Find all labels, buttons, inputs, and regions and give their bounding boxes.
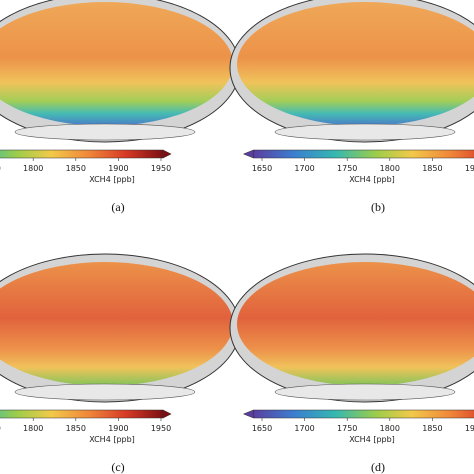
colorbar-label: XCH4 [ppb]	[349, 175, 395, 184]
panel-caption: (b)	[371, 200, 385, 214]
panel-caption: (c)	[111, 460, 124, 474]
colorbar-label: XCH4 [ppb]	[89, 175, 135, 184]
map-data	[237, 262, 474, 386]
colorbar-arrow	[242, 149, 254, 159]
colorbar-tick-label: 1800	[23, 164, 43, 173]
map-antarctica	[14, 123, 196, 141]
colorbar-tick-label: 1650	[252, 424, 272, 433]
colorbar-tick-label: 1950	[151, 164, 171, 173]
map-antarctica	[274, 383, 456, 401]
colorbar-label: XCH4 [ppb]	[89, 435, 135, 444]
colorbar-tick-label: 1800	[380, 164, 400, 173]
colorbar-tick-label: 1700	[294, 164, 314, 173]
colorbar-tick-label: 1900	[108, 164, 128, 173]
colorbar-tick-label: 1850	[66, 164, 86, 173]
colorbar-tick-label: 1750	[337, 424, 357, 433]
colorbar	[0, 409, 164, 419]
colorbar-tick-label: 1900	[465, 424, 474, 433]
colorbar	[253, 409, 474, 419]
map-data	[237, 2, 474, 126]
panel-caption: (a)	[111, 200, 124, 214]
map-data	[0, 2, 233, 126]
colorbar-tick-label: 1950	[151, 424, 171, 433]
map-data	[0, 262, 233, 386]
colorbar-tick-label: 1650	[252, 164, 272, 173]
colorbar-label: XCH4 [ppb]	[349, 435, 395, 444]
colorbar-tick-label: 1750	[0, 424, 1, 433]
colorbar-tick-label: 1900	[108, 424, 128, 433]
colorbar	[253, 149, 474, 159]
colorbar-tick-label: 1750	[337, 164, 357, 173]
panel-caption: (d)	[371, 460, 385, 474]
colorbar-tick-label: 1850	[422, 424, 442, 433]
colorbar-tick-label: 1800	[23, 424, 43, 433]
colorbar-tick-label: 1900	[465, 164, 474, 173]
colorbar-tick-label: 1850	[422, 164, 442, 173]
colorbar-tick-label: 1700	[294, 424, 314, 433]
colorbar-tick-label: 1750	[0, 164, 1, 173]
colorbar-tick-label: 1850	[66, 424, 86, 433]
colorbar-arrow	[162, 409, 172, 419]
colorbar-arrow	[162, 149, 172, 159]
map-antarctica	[274, 123, 456, 141]
map-antarctica	[14, 383, 196, 401]
colorbar-arrow	[242, 409, 254, 419]
colorbar	[0, 149, 164, 159]
colorbar-tick-label: 1800	[380, 424, 400, 433]
